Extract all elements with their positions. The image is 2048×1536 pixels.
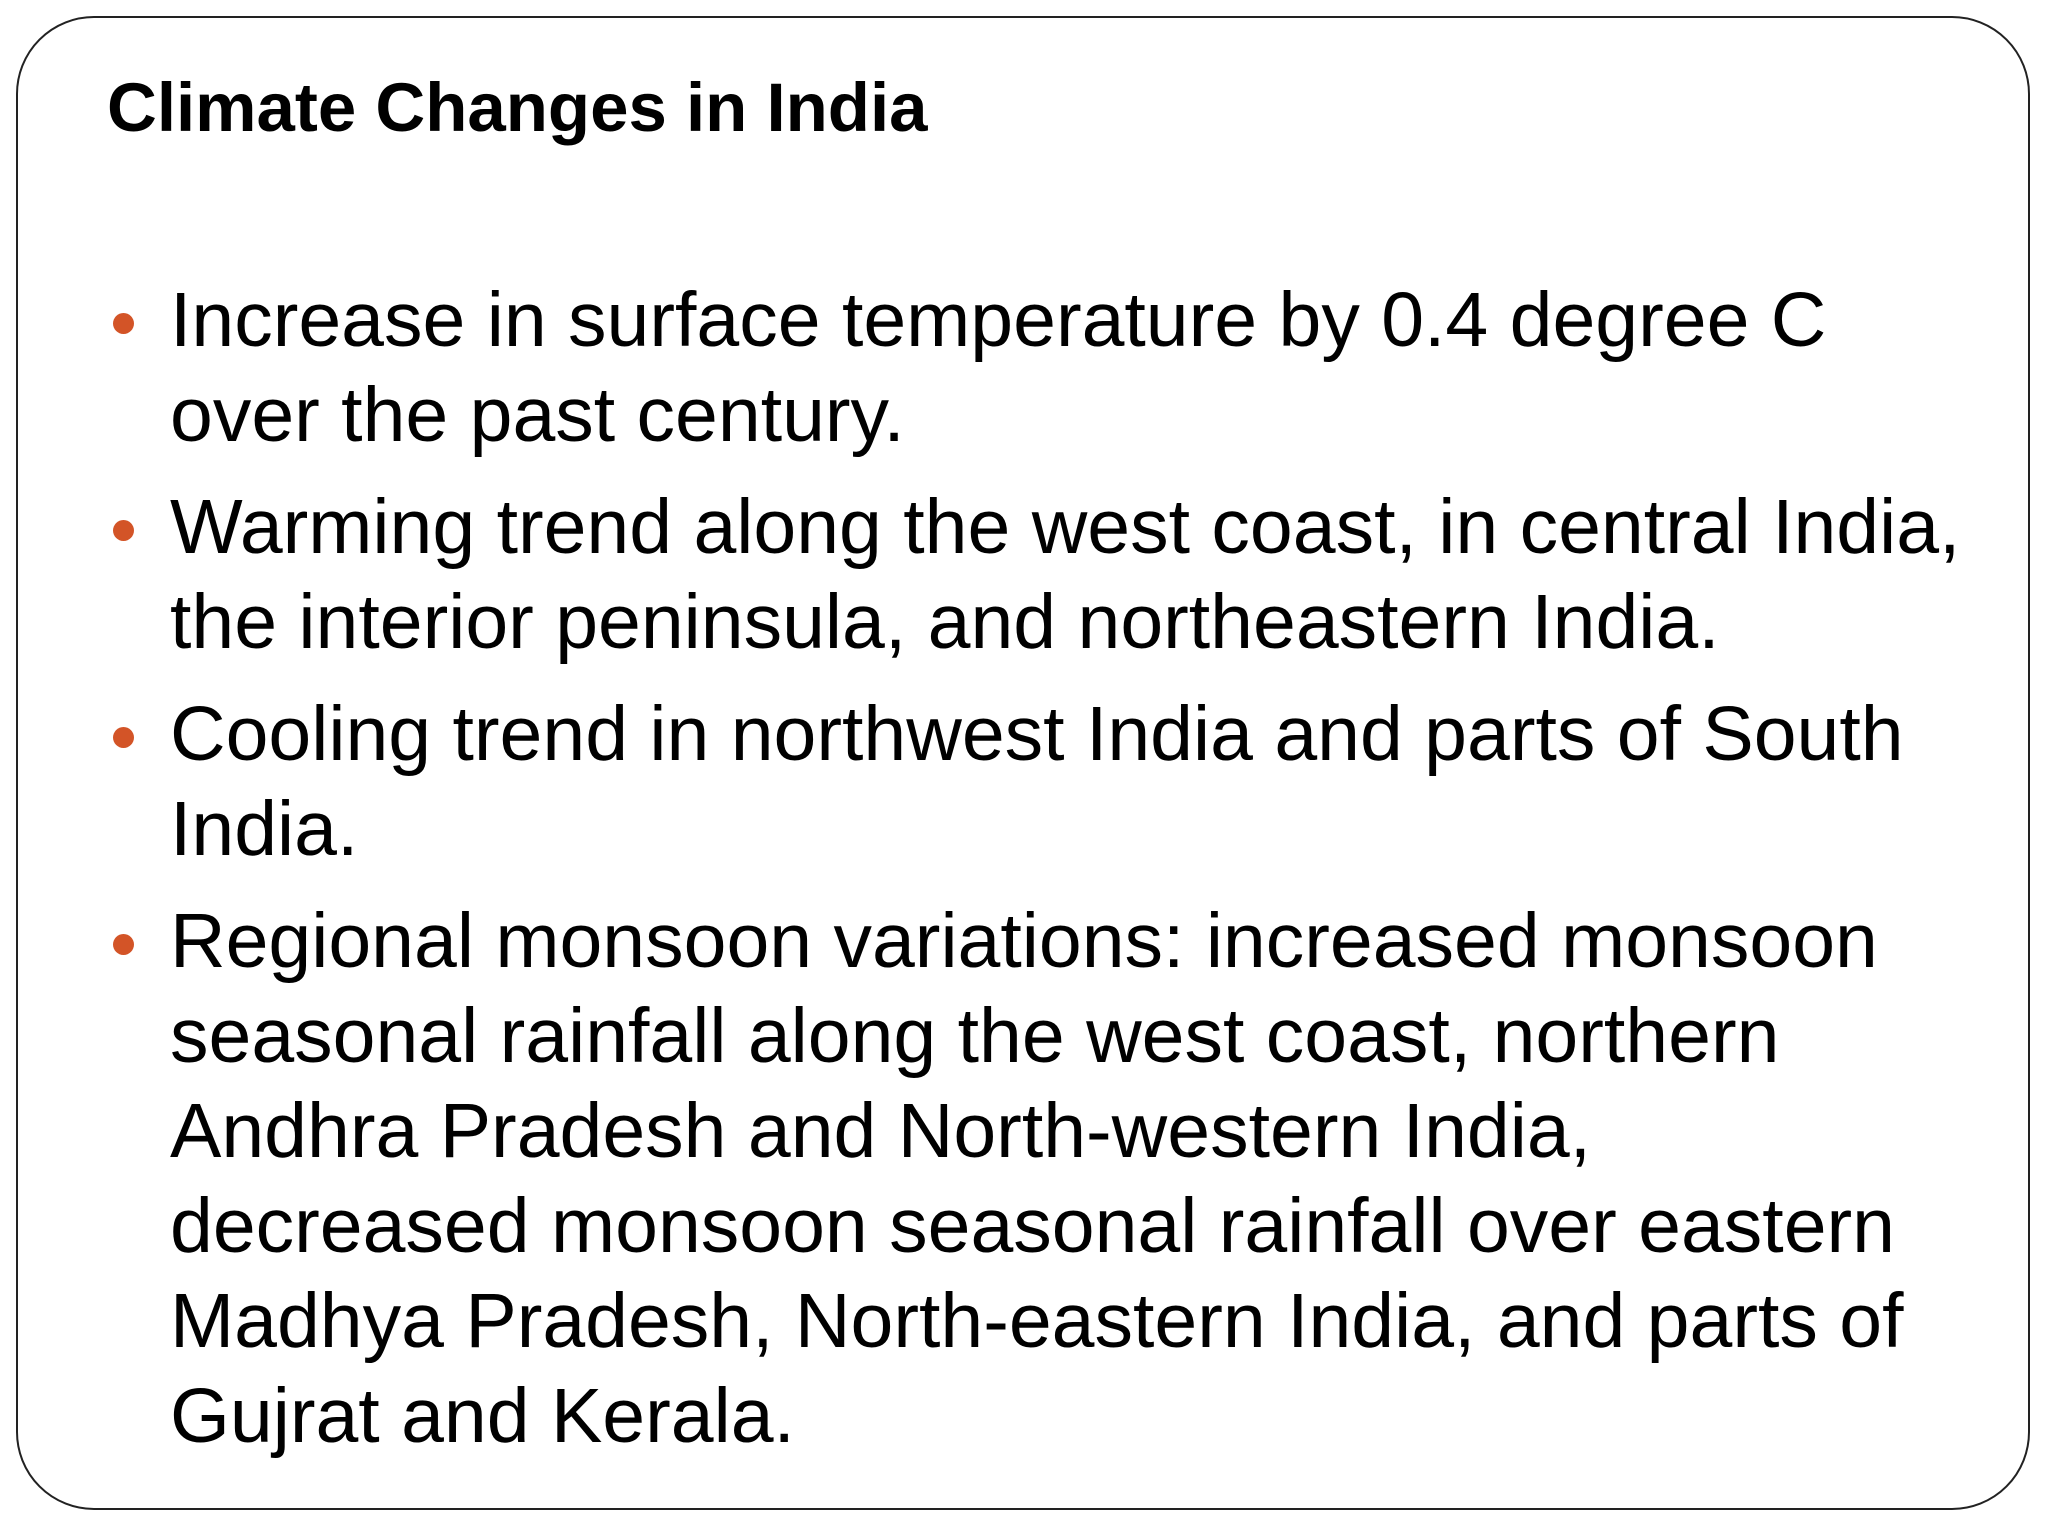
- slide-frame: [16, 16, 2030, 1510]
- bullet-item: Cooling trend in northwest India and par…: [113, 687, 1970, 877]
- slide-title: Climate Changes in India: [107, 69, 928, 146]
- bullet-item: Increase in surface temperature by 0.4 d…: [113, 273, 1970, 463]
- bullet-list: Increase in surface temperature by 0.4 d…: [113, 273, 1970, 1481]
- bullet-item: Warming trend along the west coast, in c…: [113, 480, 1970, 670]
- bullet-item: Regional monsoon variations: increased m…: [113, 894, 1970, 1464]
